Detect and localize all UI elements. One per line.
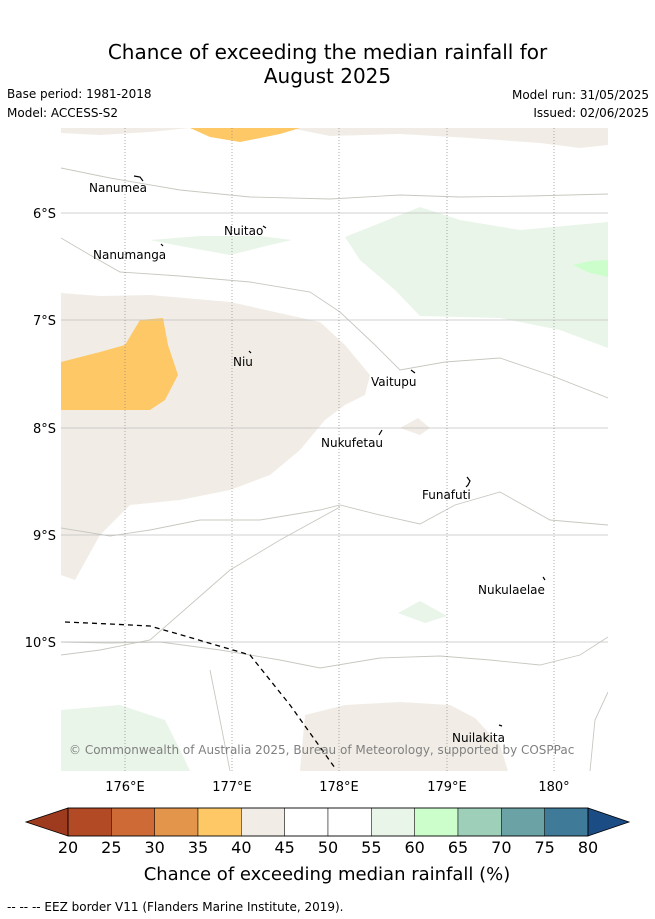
longitude-gridlines bbox=[124, 128, 555, 771]
place-label: Vaitupu bbox=[371, 375, 417, 389]
issued-date: Issued: 02/06/2025 bbox=[533, 106, 649, 120]
colorbar-tick-label: 25 bbox=[101, 838, 121, 857]
island-nanumea bbox=[133, 175, 144, 182]
lat-tick-label: 7°S bbox=[33, 314, 56, 329]
island-outlines bbox=[133, 175, 546, 727]
contour-55-60-southwest bbox=[61, 705, 190, 771]
colorbar-tick-label: 45 bbox=[274, 838, 294, 857]
lon-tick-label: 177°E bbox=[212, 780, 252, 795]
lat-tick-label: 9°S bbox=[33, 529, 56, 544]
island-nuilakita bbox=[498, 724, 503, 727]
colorbar-tick-labels: 20 25 30 35 40 45 50 55 60 65 70 75 80 bbox=[58, 838, 598, 857]
contour-40-45-blob bbox=[400, 418, 430, 435]
title-line-2: August 2025 bbox=[263, 64, 392, 88]
lat-tick-label: 6°S bbox=[33, 207, 56, 222]
colorbar-tick-label: 20 bbox=[58, 838, 78, 857]
colorbar-segment bbox=[414, 807, 459, 837]
copyright-notice: © Commonwealth of Australia 2025, Bureau… bbox=[69, 743, 574, 757]
colorbar-under-arrow bbox=[24, 807, 69, 837]
lat-tick-label: 10°S bbox=[25, 636, 56, 651]
contour-55-60-north bbox=[150, 236, 292, 255]
lon-tick-label: 176°E bbox=[105, 780, 145, 795]
place-labels: Nanumea Nuitao Nanumanga Niu Vaitupu Nuk… bbox=[89, 181, 545, 745]
contour-60-65-east bbox=[573, 260, 608, 277]
contour-35-40-top bbox=[190, 128, 300, 142]
place-label: Nuitao bbox=[224, 224, 263, 238]
colorbar-segment bbox=[501, 807, 545, 837]
contour-35-40-west bbox=[61, 318, 178, 410]
title-line-1: Chance of exceeding the median rainfall … bbox=[107, 40, 548, 64]
place-label: Niu bbox=[233, 355, 253, 369]
colorbar-segment bbox=[154, 807, 199, 837]
colorbar-tick-label: 55 bbox=[361, 838, 381, 857]
rainfall-map: Nanumea Nuitao Nanumanga Niu Vaitupu Nuk… bbox=[25, 128, 608, 795]
place-label: Nanumea bbox=[89, 181, 147, 195]
place-label: Funafuti bbox=[422, 488, 471, 502]
place-label: Nanumanga bbox=[93, 248, 166, 262]
colorbar-tick-label: 70 bbox=[491, 838, 511, 857]
colorbar-tick-label: 40 bbox=[231, 838, 251, 857]
contour-55-60-south bbox=[398, 601, 447, 623]
place-label: Nukufetau bbox=[321, 436, 383, 450]
colorbar-tick-label: 75 bbox=[534, 838, 554, 857]
colorbar-frame bbox=[67, 807, 589, 837]
colorbar-tick-label: 60 bbox=[404, 838, 424, 857]
model-run: Model run: 31/05/2025 bbox=[511, 88, 649, 102]
place-label: Nuilakita bbox=[452, 731, 505, 745]
colorbar-label: Chance of exceeding median rainfall (%) bbox=[144, 864, 511, 885]
colorbar-tick-label: 35 bbox=[188, 838, 208, 857]
latitude-tick-labels: 6°S 7°S 8°S 9°S 10°S bbox=[25, 207, 56, 651]
island-vaitupu bbox=[410, 369, 416, 374]
lon-tick-label: 180° bbox=[538, 780, 569, 795]
island-nuitao bbox=[262, 225, 267, 229]
eez-border bbox=[64, 621, 336, 769]
contour-55-60-east bbox=[345, 207, 608, 348]
eez-legend-note: -- -- -- EEZ border V11 (Flanders Marine… bbox=[7, 900, 344, 914]
island-niu bbox=[248, 350, 252, 354]
longitude-tick-labels: 176°E 177°E 178°E 179°E 180° bbox=[105, 780, 569, 795]
island-nukufetau bbox=[378, 429, 383, 436]
colorbar-segment bbox=[111, 807, 155, 837]
colorbar-segment bbox=[457, 807, 502, 837]
island-nukulaelae bbox=[542, 576, 546, 581]
colorbar-segment bbox=[241, 807, 285, 837]
colorbar-segment bbox=[197, 807, 242, 837]
colorbar-segment bbox=[284, 807, 329, 837]
colorbar-over-arrow bbox=[587, 807, 631, 837]
lon-tick-label: 179°E bbox=[427, 780, 467, 795]
contour-40-45-south bbox=[300, 702, 508, 771]
colorbar-tick-label: 30 bbox=[144, 838, 164, 857]
colorbar-tick-label: 65 bbox=[448, 838, 468, 857]
contour-40-45-top bbox=[61, 128, 608, 148]
colorbar-segments bbox=[67, 807, 589, 837]
colorbar-tick-label: 50 bbox=[318, 838, 338, 857]
map-title: Chance of exceeding the median rainfall … bbox=[0, 40, 655, 88]
latitude-gridlines bbox=[61, 212, 608, 643]
colorbar-segment bbox=[371, 807, 415, 837]
map-plot-area bbox=[61, 128, 608, 771]
colorbar-segment bbox=[67, 807, 112, 837]
model-name: Model: ACCESS-S2 bbox=[7, 106, 119, 120]
colorbar-segment bbox=[327, 807, 372, 837]
lat-tick-label: 8°S bbox=[33, 422, 56, 437]
place-label: Nukulaelae bbox=[478, 583, 545, 597]
colorbar-segment bbox=[544, 807, 589, 837]
colorbar-tick-label: 80 bbox=[578, 838, 598, 857]
lon-tick-label: 178°E bbox=[319, 780, 359, 795]
island-nanumanga bbox=[160, 243, 164, 247]
base-period: Base period: 1981-2018 bbox=[7, 87, 152, 101]
island-funafuti bbox=[465, 476, 471, 488]
